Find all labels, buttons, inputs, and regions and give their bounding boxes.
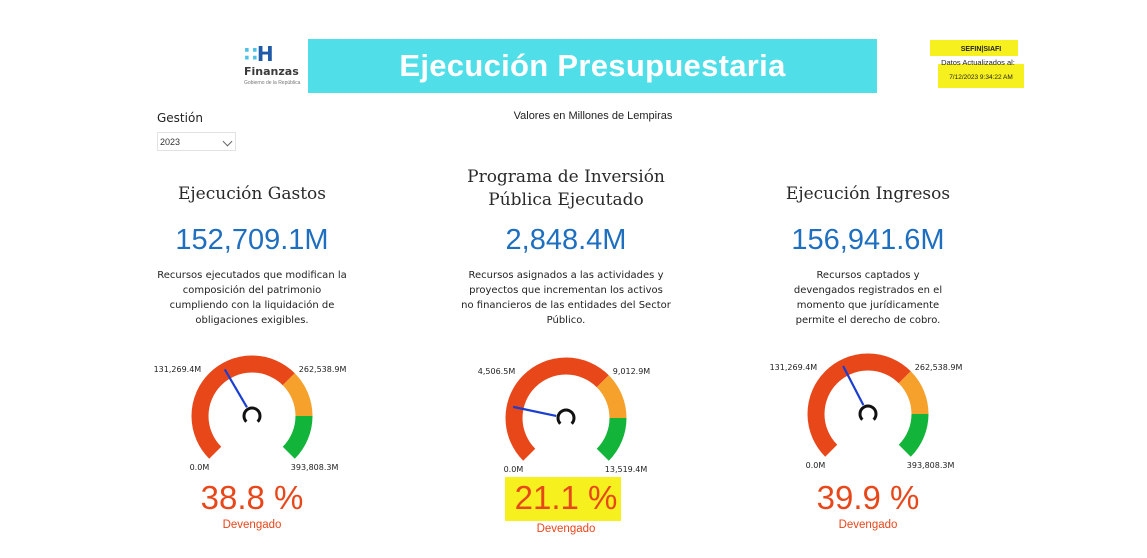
gauge-band-green xyxy=(282,415,313,459)
kpi-description: Recursos asignados a las actividades y pr… xyxy=(446,268,686,328)
gauge-hub xyxy=(858,404,878,421)
gauge-min-label: 0.0M xyxy=(805,460,826,470)
gauge-mid-label-1: 131,269.4M xyxy=(153,365,202,375)
gauge-needle xyxy=(512,405,557,418)
kpi-title: Programa de Inversión Pública Ejecutado xyxy=(416,166,716,212)
gauge-chart xyxy=(505,357,627,461)
percent-label: Devengado xyxy=(222,519,282,531)
updated-highlight xyxy=(938,64,1024,88)
title-banner: Ejecución Presupuestaria xyxy=(308,39,877,93)
gauge-max-label: 13,519.4M xyxy=(604,464,648,474)
gauge-band-green xyxy=(596,417,627,461)
kpi-title-line: Ejecución Gastos xyxy=(178,184,326,204)
gauge-band-red xyxy=(191,355,295,459)
gauge-min-label: 0.0M xyxy=(503,464,524,474)
percent-value: 38.8 % xyxy=(200,479,304,516)
gauge-needle xyxy=(223,368,248,408)
kpi-description: Recursos captados y devengados registrado… xyxy=(748,268,988,328)
kpi-title: Ejecución Ingresos xyxy=(718,183,1018,206)
kpi-title-line: Pública Ejecutado xyxy=(488,190,644,210)
gauge-band-green xyxy=(898,413,929,457)
gauge-mid-label-1: 131,269.4M xyxy=(769,363,818,373)
gauge-min-label: 0.0M xyxy=(189,462,210,472)
kpi-description-line: no financieros de las entidades del Sect… xyxy=(461,300,671,311)
finanzas-logo: ∷H Finanzas Gobierno de la República xyxy=(244,44,308,92)
kpi-title-line: Ejecución Ingresos xyxy=(785,184,951,204)
kpi-description-line: obligaciones exigibles. xyxy=(195,315,309,326)
gauge-band-amber xyxy=(282,373,313,417)
logo-subtext: Gobierno de la República xyxy=(244,80,301,86)
kpi-title: Ejecución Gastos xyxy=(102,183,402,206)
units-subtitle: Valores en Millones de Lempiras xyxy=(513,110,673,122)
gestion-selected-value: 2023 xyxy=(160,137,181,147)
kpi-value: 2,848.4M xyxy=(505,224,627,256)
gauge-max-label: 393,808.3M xyxy=(290,462,339,472)
kpi-title-line: Programa de Inversión xyxy=(467,167,665,187)
percent-label: Devengado xyxy=(536,523,596,535)
kpi-description-line: Público. xyxy=(546,315,586,326)
gauge-needle xyxy=(842,365,865,406)
updated-time: 7/12/2023 9:34:22 AM xyxy=(949,74,1013,81)
kpi-description-line: Recursos asignados a las actividades y xyxy=(468,270,664,281)
kpi-description-line: proyectos que incrementan los activos xyxy=(469,285,663,296)
logo-name: Finanzas xyxy=(244,65,299,78)
percent-highlight xyxy=(505,477,621,521)
logo-mark-icon: ∷H xyxy=(244,42,274,66)
gauge-band-amber xyxy=(596,375,627,419)
source-highlight xyxy=(930,40,1018,56)
page-title: Ejecución Presupuestaria xyxy=(399,48,786,83)
gauge-hub xyxy=(242,406,262,423)
percent-value: 21.1 % xyxy=(514,479,618,516)
gauge-band-red xyxy=(807,353,911,457)
gauge-band-amber xyxy=(898,371,929,415)
kpi-description-line: cumpliendo con la liquidación de xyxy=(169,300,335,311)
kpi-description-line: devengados registrados en el xyxy=(793,285,943,296)
gauge-chart xyxy=(807,353,929,457)
gauge-band-red xyxy=(505,357,609,461)
gestion-dropdown[interactable]: 2023 xyxy=(157,132,236,151)
gauge-hub xyxy=(556,408,576,425)
kpi-description-line: Recursos captados y xyxy=(816,270,920,281)
gauge-mid-label-2: 262,538.9M xyxy=(298,365,347,375)
gauge-chart xyxy=(191,355,313,459)
percent-value: 39.9 % xyxy=(816,479,920,516)
kpi-description-line: Recursos ejecutados que modifican la xyxy=(157,270,347,281)
updated-label: Datos Actualizados al: xyxy=(941,58,1015,67)
gauge-mid-label-2: 262,538.9M xyxy=(914,363,963,373)
kpi-description-line: composición del patrimonio xyxy=(182,285,322,296)
source-label: SEFIN|SIAFI xyxy=(960,46,1002,53)
kpi-value: 156,941.6M xyxy=(791,224,945,256)
gauge-mid-label-2: 9,012.9M xyxy=(612,367,651,377)
gestion-label: Gestión xyxy=(157,111,203,125)
gauge-mid-label-1: 4,506.5M xyxy=(477,367,516,377)
percent-label: Devengado xyxy=(838,519,898,531)
kpi-description: Recursos ejecutados que modifican la comp… xyxy=(132,268,372,328)
kpi-value: 152,709.1M xyxy=(175,224,329,256)
chevron-down-icon xyxy=(222,136,233,147)
kpi-description-line: permite el derecho de cobro. xyxy=(795,315,941,326)
gauge-max-label: 393,808.3M xyxy=(906,460,955,470)
kpi-description-line: momento que jurídicamente xyxy=(796,300,940,311)
